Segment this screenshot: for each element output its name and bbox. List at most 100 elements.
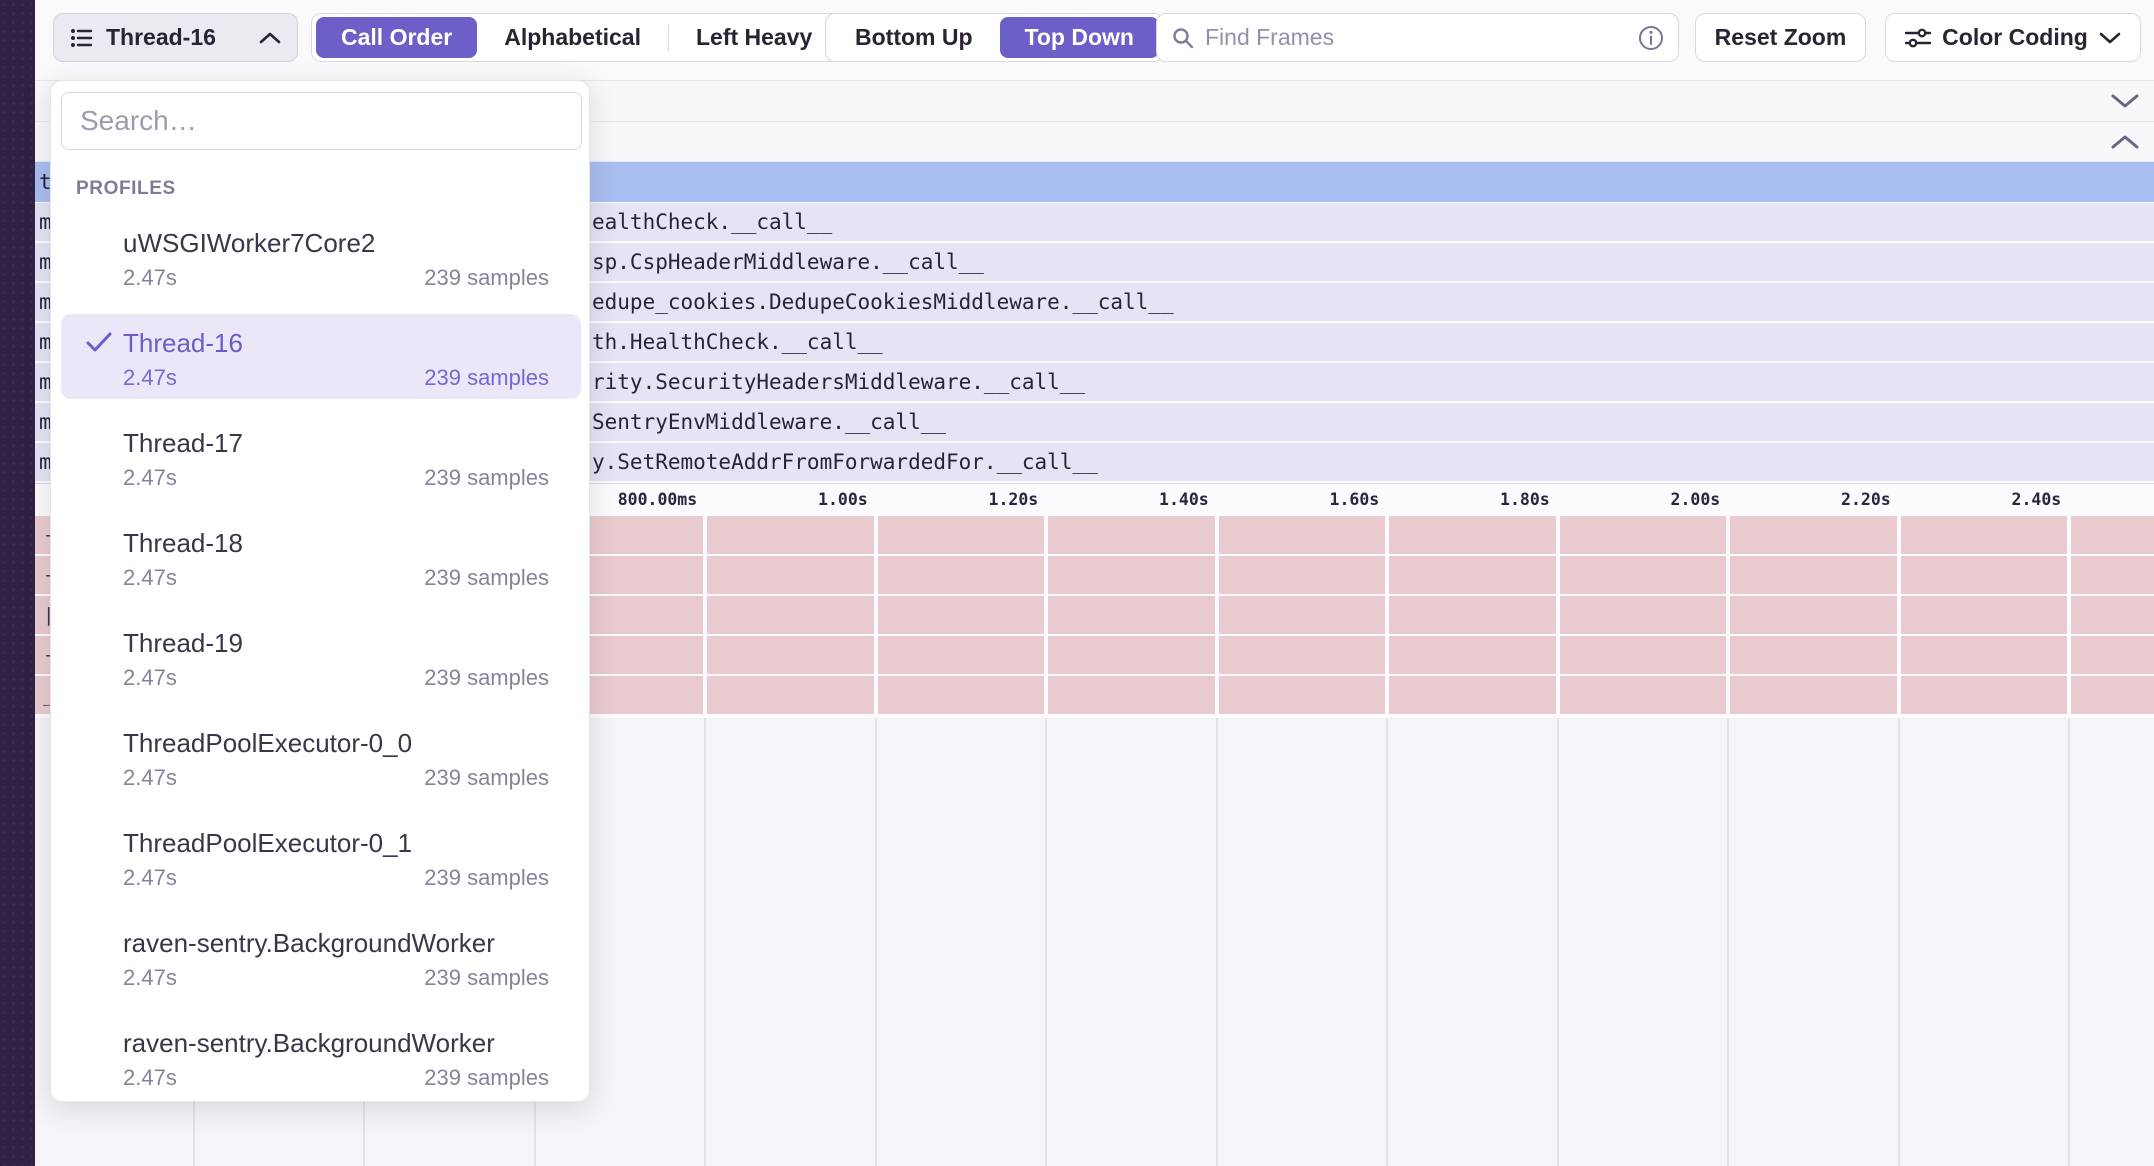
gridline: [1555, 516, 1560, 718]
profile-sample-count: 239 samples: [424, 765, 549, 790]
profile-list-item[interactable]: uWSGIWorker7Core2 2.47s 239 samples: [61, 214, 581, 299]
toolbar: Thread-16 Call Order Alphabetical Left H…: [35, 0, 2154, 80]
chevron-up-icon: [259, 32, 281, 43]
profile-name: raven-sentry.BackgroundWorker: [123, 928, 495, 958]
profile-name: Thread-17: [123, 428, 243, 458]
profile-search-input[interactable]: [61, 92, 582, 150]
gridline: [2068, 718, 2071, 1166]
gridline: [873, 516, 878, 718]
profile-duration: 2.47s: [123, 765, 177, 790]
direction-segmented-control: Bottom Up Top Down: [825, 13, 1164, 62]
axis-tick-label: 2.40s: [2011, 490, 2062, 509]
tab-bottom-up[interactable]: Bottom Up: [855, 24, 973, 50]
profile-sample-count: 239 samples: [424, 565, 549, 590]
frame-label: edupe_cookies.DedupeCookiesMiddleware.__…: [592, 290, 1174, 314]
gridline: [1386, 718, 1389, 1166]
frame-label: th.HealthCheck.__call__: [592, 330, 883, 354]
gridline: [1214, 516, 1219, 718]
profile-sample-count: 239 samples: [424, 1065, 549, 1090]
profile-sample-count: 239 samples: [424, 365, 549, 390]
color-coding-label: Color Coding: [1942, 24, 2088, 50]
collapse-chevron-up-icon[interactable]: [2109, 133, 2141, 151]
frame-label: SentryEnvMiddleware.__call__: [592, 410, 947, 434]
axis-tick-label: 2.00s: [1670, 490, 1721, 509]
info-icon[interactable]: [1638, 25, 1664, 51]
gridline: [1727, 718, 1730, 1166]
gridline: [1215, 718, 1218, 1166]
frame-label: sp.CspHeaderMiddleware.__call__: [592, 250, 984, 274]
profile-duration: 2.47s: [123, 265, 177, 290]
frame-label: ealthCheck.__call__: [592, 210, 833, 234]
left-sidebar-strip: [0, 0, 35, 1166]
gridline: [1045, 718, 1048, 1166]
frame-label: y.SetRemoteAddrFromForwardedFor.__call__: [592, 450, 1098, 474]
frame-text-fragment: -: [43, 564, 55, 586]
frame-text-fragment: m: [39, 370, 52, 394]
profile-list-item[interactable]: Thread-16 2.47s 239 samples: [61, 314, 581, 399]
profile-duration: 2.47s: [123, 365, 177, 390]
frame-text-fragment: m: [39, 330, 52, 354]
profile-dropdown: PROFILES uWSGIWorker7Core2 2.47s 239 sam…: [50, 80, 590, 1102]
profile-name: ThreadPoolExecutor-0_1: [123, 828, 413, 858]
search-icon: [1173, 27, 1194, 48]
thread-selector-button[interactable]: Thread-16: [53, 13, 298, 62]
frame-text-fragment: m: [39, 450, 52, 474]
axis-tick-label: 1.80s: [1500, 490, 1550, 509]
profile-duration: 2.47s: [123, 465, 177, 490]
gridline: [2067, 516, 2072, 718]
profile-name: uWSGIWorker7Core2: [123, 228, 376, 258]
tab-left-heavy[interactable]: Left Heavy: [695, 24, 813, 50]
axis-tick-label: 1.00s: [818, 490, 868, 509]
tab-alphabetical[interactable]: Alphabetical: [504, 24, 641, 50]
view-mode-segmented-control: Call Order Alphabetical Left Heavy: [311, 13, 843, 62]
profile-list-item[interactable]: ThreadPoolExecutor-0_0 2.47s 239 samples: [61, 714, 581, 799]
axis-tick-label: 800.00ms: [617, 490, 698, 509]
axis-tick-label: 2.20s: [1841, 490, 1891, 509]
tab-call-order[interactable]: Call Order: [316, 17, 478, 58]
profile-sample-count: 239 samples: [424, 965, 549, 990]
separator: [667, 24, 669, 51]
profile-name: Thread-16: [123, 328, 243, 358]
sliders-icon: [1905, 28, 1932, 47]
find-frames-input[interactable]: [1205, 24, 1628, 51]
profile-name: raven-sentry.BackgroundWorker: [123, 1028, 495, 1058]
tab-top-down[interactable]: Top Down: [999, 17, 1159, 58]
gridline: [1385, 516, 1390, 718]
profile-list-item[interactable]: Thread-19 2.47s 239 samples: [61, 614, 581, 699]
profile-name: Thread-19: [123, 628, 243, 658]
profile-list: uWSGIWorker7Core2 2.47s 239 samples Thre…: [51, 214, 591, 1114]
profile-name: Thread-18: [123, 528, 243, 558]
profile-list-item[interactable]: raven-sentry.BackgroundWorker 2.47s 239 …: [61, 914, 581, 999]
gridline: [1896, 516, 1901, 718]
frame-text-fragment: m: [39, 210, 52, 234]
profile-list-item[interactable]: Thread-17 2.47s 239 samples: [61, 414, 581, 499]
profile-list-item[interactable]: Thread-18 2.47s 239 samples: [61, 514, 581, 599]
axis-tick-label: 1.20s: [988, 490, 1039, 509]
profile-duration: 2.47s: [123, 1065, 177, 1090]
gridline: [874, 718, 877, 1166]
frame-label: rity.SecurityHeadersMiddleware.__call__: [592, 370, 1086, 394]
profile-sample-count: 239 samples: [424, 465, 549, 490]
thread-list-icon: [71, 28, 93, 47]
gridline: [1044, 516, 1049, 718]
axis-tick-label: 1.40s: [1159, 490, 1209, 509]
profile-duration: 2.47s: [123, 965, 177, 990]
axis-tick-label: 1.60s: [1329, 490, 1380, 509]
profile-name: ThreadPoolExecutor-0_0: [123, 728, 413, 758]
find-frames-searchbox: [1156, 13, 1679, 62]
frame-text-fragment: |: [43, 604, 55, 626]
chevron-down-icon: [2099, 32, 2121, 43]
thread-selector-label: Thread-16: [106, 24, 216, 50]
gridline: [1556, 718, 1559, 1166]
frame-text-fragment: -: [43, 644, 55, 666]
profile-list-item[interactable]: ThreadPoolExecutor-0_1 2.47s 239 samples: [61, 814, 581, 899]
profile-list-item[interactable]: raven-sentry.BackgroundWorker 2.47s 239 …: [61, 1014, 581, 1099]
frame-text-fragment: m: [39, 290, 52, 314]
frame-text-fragment: m: [39, 410, 52, 434]
reset-zoom-button[interactable]: Reset Zoom: [1695, 13, 1866, 62]
profiles-section-label: PROFILES: [76, 178, 176, 199]
checkmark-icon: [86, 332, 112, 352]
expand-chevron-down-icon[interactable]: [2109, 92, 2141, 110]
color-coding-button[interactable]: Color Coding: [1885, 13, 2141, 62]
profile-sample-count: 239 samples: [424, 865, 549, 890]
